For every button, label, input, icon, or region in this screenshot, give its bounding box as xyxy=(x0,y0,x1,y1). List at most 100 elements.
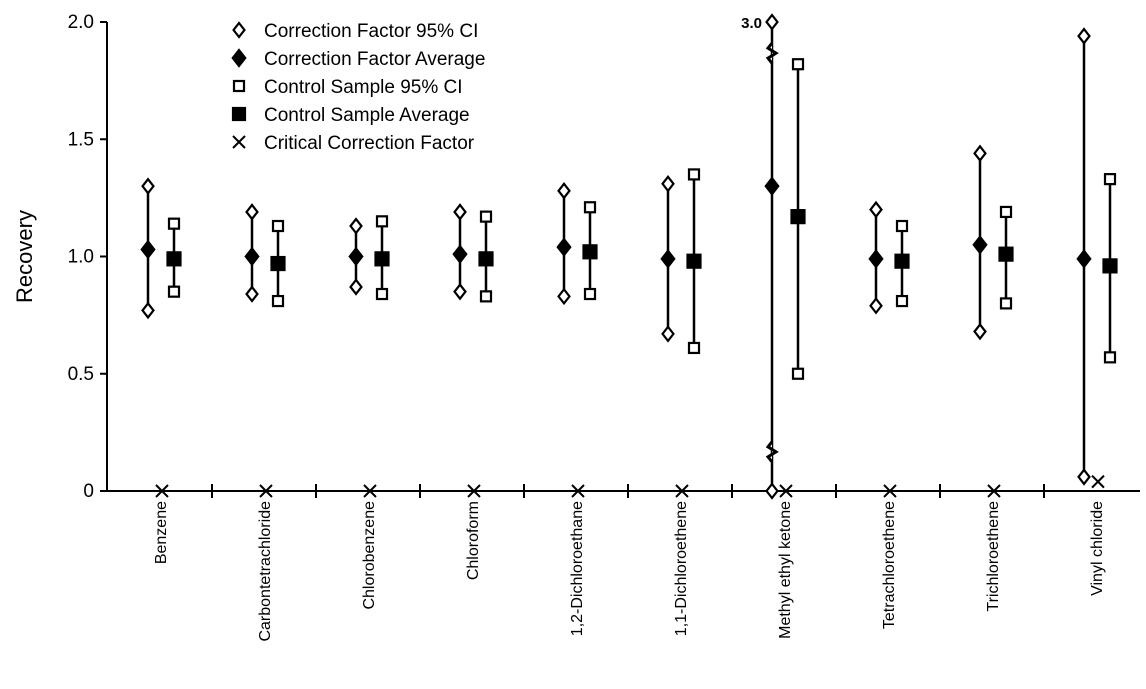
correction-factor-ci-lower-point xyxy=(661,325,675,343)
critical-correction-factor-point xyxy=(883,484,897,498)
y-tick-label: 1.0 xyxy=(68,247,94,268)
legend-item: Critical Correction Factor xyxy=(232,133,475,154)
x-category-label: Trichloroethene xyxy=(985,501,1002,612)
correction-factor-average-point xyxy=(660,249,676,269)
y-tick-label: 0.5 xyxy=(68,364,94,385)
y-tick-label: 1.5 xyxy=(68,129,94,150)
x-category-label: 1,2-Dichloroethane xyxy=(569,501,586,636)
correction-factor-ci-lower-point xyxy=(245,285,259,303)
control-sample-ci-upper-point xyxy=(1103,173,1117,186)
control-sample-ci-lower-point xyxy=(479,290,493,303)
critical-correction-factor-point xyxy=(259,484,273,498)
correction-factor-average-point xyxy=(868,249,884,269)
control-sample-ci-upper-point xyxy=(375,215,389,228)
y-axis-label: Recovery xyxy=(12,210,37,303)
correction-factor-ci-upper-point xyxy=(245,203,259,221)
critical-correction-factor-point xyxy=(675,484,689,498)
x-category-label: Chlorobenzene xyxy=(361,501,378,610)
correction-factor-ci-lower-point xyxy=(1077,468,1091,486)
control-sample-average-point xyxy=(998,246,1014,262)
off-scale-annotation: 3.0 xyxy=(741,15,762,32)
correction-factor-ci-lower-point xyxy=(141,301,155,320)
control-sample-ci-upper-point xyxy=(895,219,909,233)
correction-factor-average-point xyxy=(452,244,468,264)
x-category-label: Vinyl chloride xyxy=(1089,501,1106,596)
control-sample-ci-upper-point xyxy=(167,217,181,230)
control-sample-ci-lower-point xyxy=(583,287,597,301)
correction-factor-average-point xyxy=(972,234,988,255)
critical-correction-factor-point xyxy=(155,484,169,498)
control-sample-average-point xyxy=(166,251,182,267)
axis-break-mark xyxy=(765,440,779,463)
legend-label: Correction Factor 95% CI xyxy=(264,21,478,42)
x-category-label: Methyl ethyl ketone xyxy=(777,501,794,639)
critical-correction-factor-point xyxy=(779,484,793,498)
legend-open-diamond-icon xyxy=(232,21,246,39)
control-sample-ci-lower-point xyxy=(1103,351,1117,364)
control-sample-ci-lower-point xyxy=(167,285,181,298)
correction-factor-ci-upper-point xyxy=(869,200,883,219)
correction-factor-average-point xyxy=(556,237,572,257)
legend-label: Control Sample 95% CI xyxy=(264,77,463,98)
correction-factor-ci-upper-point xyxy=(765,13,779,31)
x-category-label: Benzene xyxy=(153,501,170,564)
correction-factor-ci-lower-point xyxy=(453,282,467,301)
correction-factor-average-point xyxy=(1076,249,1092,269)
control-sample-ci-upper-point xyxy=(999,205,1013,219)
control-sample-ci-upper-point xyxy=(271,219,285,233)
correction-factor-ci-lower-point xyxy=(869,296,883,315)
x-category-label: Carbontetrachloride xyxy=(257,501,274,642)
control-sample-ci-upper-point xyxy=(687,168,701,181)
correction-factor-average-point xyxy=(348,246,364,267)
correction-factor-ci-upper-point xyxy=(973,144,987,163)
control-sample-ci-lower-point xyxy=(895,294,909,308)
legend-item: Correction Factor Average xyxy=(231,48,485,70)
series: 3.0 xyxy=(140,13,1118,500)
control-sample-ci-lower-point xyxy=(375,287,389,301)
correction-factor-average-point xyxy=(764,176,780,196)
critical-correction-factor-point xyxy=(363,484,377,498)
x-category-label: Tetrachloroethene xyxy=(881,501,898,629)
control-sample-average-point xyxy=(686,253,702,269)
control-sample-average-point xyxy=(270,255,286,272)
control-sample-ci-upper-point xyxy=(791,58,805,71)
control-sample-ci-lower-point xyxy=(791,367,805,380)
legend-label: Control Sample Average xyxy=(264,105,470,126)
x-category-label: 1,1-Dichloroethene xyxy=(673,501,690,636)
critical-correction-factor-point xyxy=(987,484,1001,498)
correction-factor-ci-lower-point xyxy=(557,287,571,306)
correction-factor-ci-upper-point xyxy=(557,182,571,200)
legend-label: Critical Correction Factor xyxy=(264,133,475,154)
legend-filled-diamond-icon xyxy=(231,48,247,68)
legend-open-square-icon xyxy=(232,79,246,93)
y-tick-label: 0 xyxy=(83,481,94,502)
axis-break-mark xyxy=(765,42,779,65)
control-sample-average-point xyxy=(582,244,598,260)
legend-filled-square-icon xyxy=(231,106,247,122)
legend-item: Control Sample Average xyxy=(231,105,470,126)
legend-x-icon xyxy=(232,135,246,149)
control-sample-average-point xyxy=(478,251,494,267)
critical-correction-factor-point xyxy=(1091,474,1105,489)
axes: 0 0.5 1.0 1.5 2.0 Recovery Benzene Carbontetrac… xyxy=(12,12,1140,642)
control-sample-average-point xyxy=(1102,258,1118,274)
legend-item: Correction Factor 95% CI xyxy=(232,21,478,42)
y-tick-label: 2.0 xyxy=(68,12,94,33)
control-sample-average-point xyxy=(894,253,910,269)
correction-factor-average-point xyxy=(244,246,260,267)
correction-factor-ci-upper-point xyxy=(141,177,155,195)
legend-item: Control Sample 95% CI xyxy=(232,77,463,98)
control-sample-average-point xyxy=(374,251,390,267)
x-category-label: Chloroform xyxy=(465,501,482,580)
correction-factor-average-point xyxy=(140,239,156,260)
control-sample-ci-lower-point xyxy=(999,297,1013,310)
critical-correction-factor-point xyxy=(467,484,481,498)
control-sample-ci-lower-point xyxy=(687,341,701,355)
correction-factor-ci-upper-point xyxy=(453,203,467,221)
control-sample-ci-lower-point xyxy=(271,294,285,308)
correction-factor-ci-lower-point xyxy=(349,278,363,296)
correction-factor-ci-upper-point xyxy=(1077,27,1091,45)
control-sample-average-point xyxy=(790,209,806,225)
correction-factor-ci-lower-point xyxy=(765,482,779,500)
